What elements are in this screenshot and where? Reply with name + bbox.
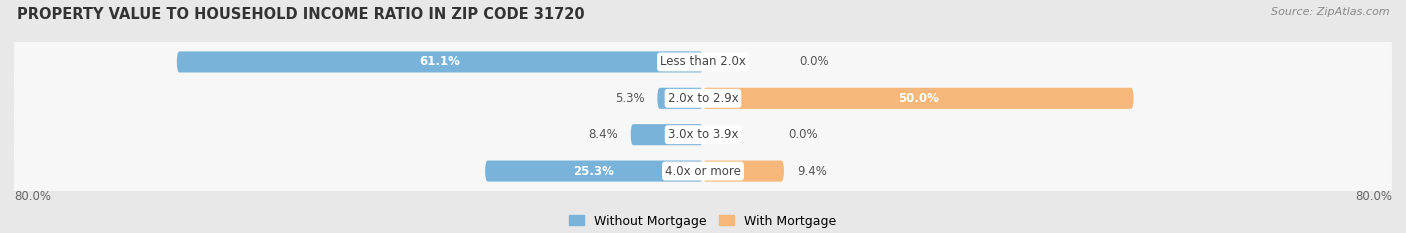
FancyBboxPatch shape [703, 88, 1133, 109]
FancyBboxPatch shape [13, 64, 1393, 133]
FancyBboxPatch shape [13, 137, 1393, 205]
Text: 4.0x or more: 4.0x or more [665, 164, 741, 178]
FancyBboxPatch shape [14, 137, 1392, 205]
Text: PROPERTY VALUE TO HOUSEHOLD INCOME RATIO IN ZIP CODE 31720: PROPERTY VALUE TO HOUSEHOLD INCOME RATIO… [17, 7, 585, 22]
FancyBboxPatch shape [14, 65, 1392, 132]
FancyBboxPatch shape [485, 161, 703, 182]
Text: 0.0%: 0.0% [799, 55, 830, 69]
Text: 61.1%: 61.1% [419, 55, 460, 69]
FancyBboxPatch shape [13, 28, 1393, 96]
Text: 2.0x to 2.9x: 2.0x to 2.9x [668, 92, 738, 105]
FancyBboxPatch shape [14, 101, 1392, 168]
FancyBboxPatch shape [14, 28, 1392, 96]
FancyBboxPatch shape [13, 100, 1393, 169]
Text: Source: ZipAtlas.com: Source: ZipAtlas.com [1271, 7, 1389, 17]
Legend: Without Mortgage, With Mortgage: Without Mortgage, With Mortgage [564, 209, 842, 233]
Text: 3.0x to 3.9x: 3.0x to 3.9x [668, 128, 738, 141]
Text: 80.0%: 80.0% [14, 190, 51, 203]
Text: 8.4%: 8.4% [588, 128, 617, 141]
FancyBboxPatch shape [177, 51, 703, 72]
FancyBboxPatch shape [631, 124, 703, 145]
Text: 25.3%: 25.3% [574, 164, 614, 178]
Text: 80.0%: 80.0% [1355, 190, 1392, 203]
FancyBboxPatch shape [703, 161, 785, 182]
Text: Less than 2.0x: Less than 2.0x [659, 55, 747, 69]
Text: 50.0%: 50.0% [898, 92, 939, 105]
Text: 0.0%: 0.0% [789, 128, 818, 141]
Text: 9.4%: 9.4% [797, 164, 827, 178]
FancyBboxPatch shape [658, 88, 703, 109]
Text: 5.3%: 5.3% [614, 92, 644, 105]
